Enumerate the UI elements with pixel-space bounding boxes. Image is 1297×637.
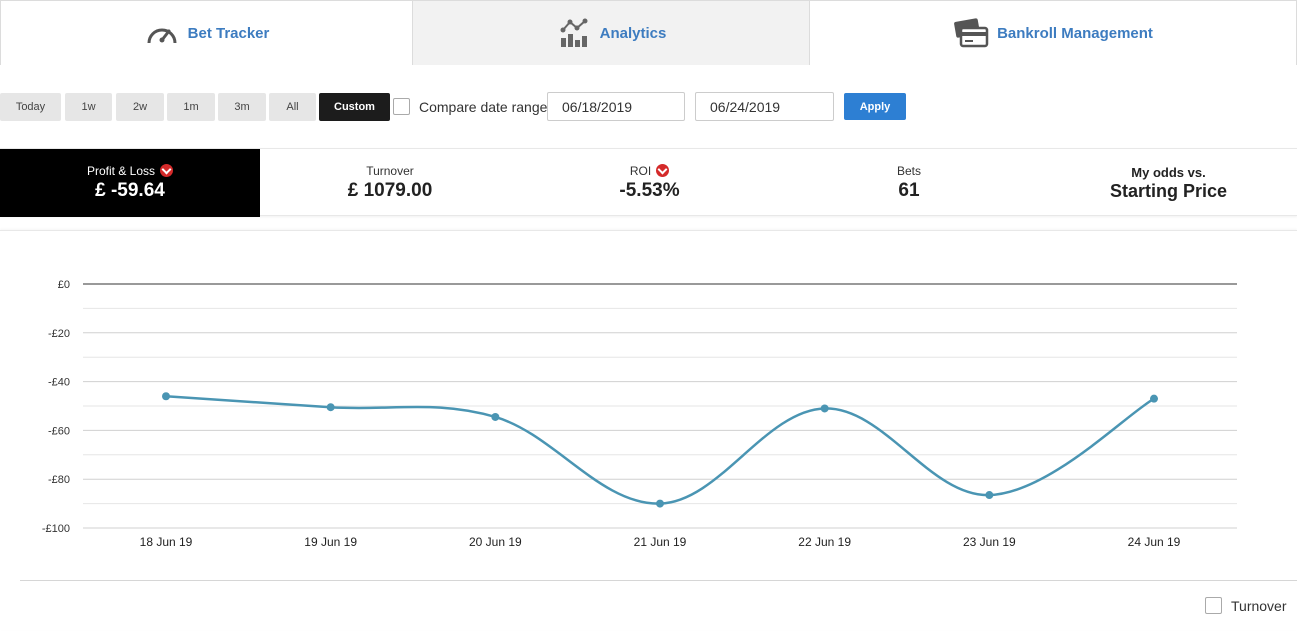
y-tick-label: £0 — [58, 279, 70, 291]
compare-date-range-label: Compare date range — [419, 99, 548, 115]
chevron-down-icon[interactable] — [160, 164, 174, 177]
main-tabs: Bet Tracker Analytics Bankroll Ma — [0, 0, 1297, 65]
range-3m-button[interactable]: 3m — [218, 93, 266, 121]
roi-label: ROI — [629, 163, 652, 178]
profit-loss-label: Profit & Loss — [86, 163, 156, 178]
x-tick-label: 19 Jun 19 — [304, 535, 357, 549]
tab-bet-tracker[interactable]: Bet Tracker — [0, 0, 413, 65]
data-point — [820, 404, 829, 413]
data-point — [656, 499, 664, 508]
apply-button[interactable]: Apply — [844, 93, 906, 120]
chevron-down-icon[interactable] — [656, 164, 670, 177]
tab-analytics[interactable]: Analytics — [413, 0, 810, 65]
range-1m-button[interactable]: 1m — [167, 93, 215, 121]
y-tick-label: -£100 — [42, 523, 70, 535]
legend-turnover-toggle[interactable]: Turnover — [1205, 597, 1287, 614]
date-to-input[interactable] — [695, 92, 834, 121]
turnover-label: Turnover — [366, 163, 414, 178]
cards-icon — [953, 15, 989, 51]
x-tick-label: 22 Jun 19 — [798, 535, 851, 549]
stat-roi[interactable]: ROI -5.53% — [520, 149, 779, 217]
range-today-button[interactable]: Today — [0, 93, 61, 121]
stat-odds-vs-sp[interactable]: My odds vs. Starting Price — [1040, 149, 1297, 217]
data-point — [326, 403, 335, 412]
stat-bets: Bets 61 — [779, 149, 1039, 217]
speedometer-icon — [144, 15, 180, 51]
bets-label: Bets — [896, 163, 921, 178]
odds-line1: My odds vs. — [1131, 165, 1206, 180]
range-all-button[interactable]: All — [269, 93, 316, 121]
date-from-input[interactable] — [547, 92, 685, 121]
turnover-value: £ 1079.00 — [347, 180, 433, 201]
y-tick-label: -£60 — [48, 425, 70, 437]
profit-loss-value: £ -59.64 — [95, 180, 165, 201]
data-point — [491, 412, 500, 421]
series-line — [165, 394, 1155, 505]
tab-bet-tracker-label: Bet Tracker — [187, 24, 270, 42]
chart-panel: £0 -£20 -£40 -£60 -£80 -£100 18 Jun 19 19 Jun 1… — [0, 230, 1297, 630]
bets-value: 61 — [898, 180, 920, 201]
roi-value: -5.53% — [619, 180, 680, 201]
turnover-checkbox[interactable] — [1205, 597, 1222, 614]
y-tick-label: -£40 — [48, 377, 70, 389]
tab-bankroll-label: Bankroll Management — [997, 24, 1153, 42]
stat-turnover: Turnover £ 1079.00 — [260, 149, 520, 217]
legend-turnover-label: Turnover — [1231, 597, 1287, 614]
x-tick-label: 18 Jun 19 — [140, 535, 193, 549]
stats-bar: Profit & Loss £ -59.64 Turnover £ 1079.0… — [0, 148, 1297, 217]
tab-bankroll-management[interactable]: Bankroll Management — [810, 0, 1297, 65]
y-tick-label: -£20 — [48, 328, 70, 340]
profit-loss-line-chart: £0 -£20 -£40 -£60 -£80 -£100 18 Jun 19 19 Jun 1… — [42, 279, 1237, 549]
x-tick-label: 21 Jun 19 — [634, 535, 687, 549]
date-range-bar: Today 1w 2w 1m 3m All Custom Compare dat… — [0, 92, 1297, 122]
range-1w-button[interactable]: 1w — [65, 93, 112, 121]
legend-divider — [20, 580, 1297, 581]
compare-date-range-checkbox[interactable] — [393, 98, 410, 115]
tab-analytics-label: Analytics — [599, 24, 667, 42]
data-point — [162, 392, 170, 401]
data-point — [1150, 394, 1158, 403]
range-custom-button[interactable]: Custom — [319, 93, 390, 121]
data-point — [985, 491, 994, 500]
x-tick-label: 20 Jun 19 — [469, 535, 522, 549]
range-2w-button[interactable]: 2w — [116, 93, 164, 121]
x-tick-label: 24 Jun 19 — [1128, 535, 1181, 549]
odds-line2: Starting Price — [1109, 181, 1228, 201]
analytics-chart-icon — [556, 15, 592, 51]
stat-profit-loss[interactable]: Profit & Loss £ -59.64 — [0, 149, 260, 217]
y-tick-label: -£80 — [48, 474, 70, 486]
x-tick-label: 23 Jun 19 — [963, 535, 1016, 549]
